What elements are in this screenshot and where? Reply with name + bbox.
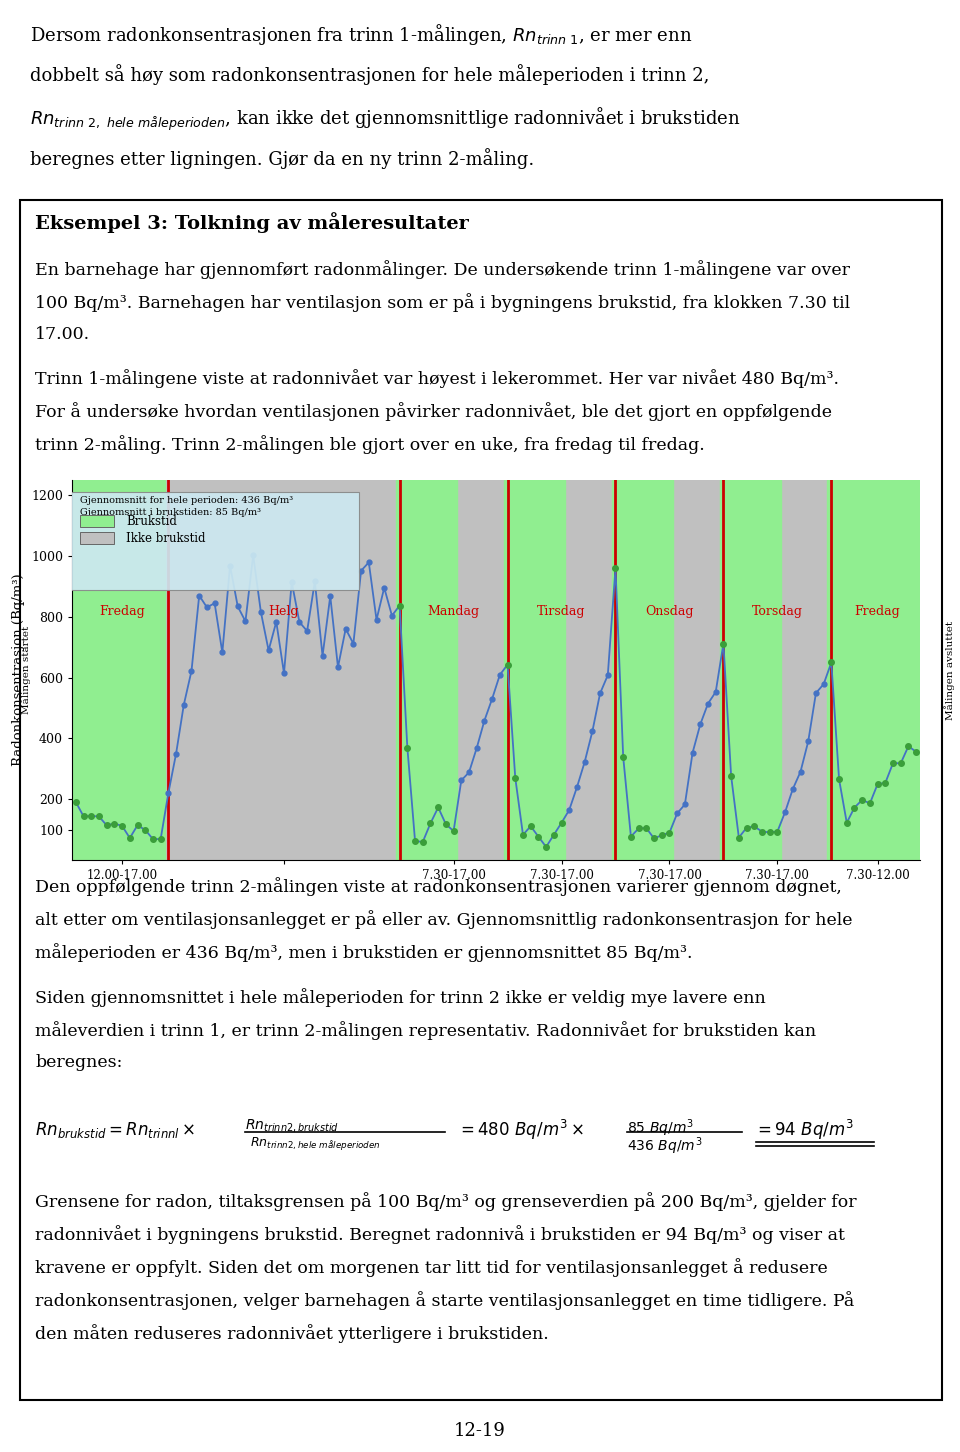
- Text: For å undersøke hvordan ventilasjonen påvirker radonnivået, ble det gjort en opp: For å undersøke hvordan ventilasjonen på…: [35, 402, 832, 421]
- Text: Fredag: Fredag: [854, 604, 900, 617]
- Text: dobbelt så høy som radonkonsentrasjonen for hele måleperioden i trinn 2,: dobbelt så høy som radonkonsentrasjonen …: [30, 64, 709, 86]
- Text: En barnehage har gjennomført radonmålinger. De undersøkende trinn 1-målingene va: En barnehage har gjennomført radonmåling…: [35, 260, 850, 279]
- Bar: [828, 481, 920, 860]
- Bar: [504, 481, 565, 860]
- Bar: [396, 481, 458, 860]
- Text: alt etter om ventilasjonsanlegget er på eller av. Gjennomsnittlig radonkonsentra: alt etter om ventilasjonsanlegget er på …: [35, 910, 852, 929]
- Text: $Rn_{trinn2,hele\ m\aa leperioden}$: $Rn_{trinn2,hele\ m\aa leperioden}$: [250, 1135, 381, 1151]
- Text: Tirsdag: Tirsdag: [538, 604, 586, 617]
- Text: $= 480\ Bq/m^3 \times$: $= 480\ Bq/m^3 \times$: [457, 1118, 584, 1143]
- Text: Målingen startet: Målingen startet: [20, 626, 31, 714]
- Bar: [72, 481, 164, 860]
- Text: Fredag: Fredag: [99, 604, 145, 617]
- Text: radonkonsentrasjonen, velger barnehagen å starte ventilasjonsanlegget en time ti: radonkonsentrasjonen, velger barnehagen …: [35, 1291, 854, 1310]
- Text: måleverdien i trinn 1, er trinn 2-målingen representativ. Radonnivået for brukst: måleverdien i trinn 1, er trinn 2-måling…: [35, 1021, 816, 1040]
- Text: måleperioden er 436 Bq/m³, men i brukstiden er gjennomsnittet 85 Bq/m³.: måleperioden er 436 Bq/m³, men i bruksti…: [35, 942, 692, 961]
- Text: Trinn 1-målingene viste at radonnivået var høyest i lekerommet. Her var nivået 4: Trinn 1-målingene viste at radonnivået v…: [35, 369, 839, 388]
- Text: den måten reduseres radonnivået ytterligere i brukstiden.: den måten reduseres radonnivået ytterlig…: [35, 1324, 549, 1343]
- Text: Brukstid: Brukstid: [126, 514, 177, 527]
- FancyBboxPatch shape: [80, 515, 114, 527]
- FancyBboxPatch shape: [66, 492, 359, 590]
- Text: Grensene for radon, tiltaksgrensen på 100 Bq/m³ og grenseverdien på 200 Bq/m³, g: Grensene for radon, tiltaksgrensen på 10…: [35, 1192, 856, 1211]
- Text: 100 Bq/m³. Barnehagen har ventilasjon som er på i bygningens brukstid, fra klokk: 100 Bq/m³. Barnehagen har ventilasjon so…: [35, 293, 851, 312]
- Text: Eksempel 3: Tolkning av måleresultater: Eksempel 3: Tolkning av måleresultater: [35, 212, 468, 232]
- Text: Dersom radonkonsentrasjonen fra trinn 1-målingen, $Rn_{trinn\ 1}$, er mer enn: Dersom radonkonsentrasjonen fra trinn 1-…: [30, 22, 692, 46]
- Text: $Rn_{trinn2,brukstid}$: $Rn_{trinn2,brukstid}$: [245, 1117, 339, 1134]
- Text: beregnes:: beregnes:: [35, 1054, 122, 1072]
- Text: $= 94\ Bq/m^3$: $= 94\ Bq/m^3$: [754, 1118, 854, 1143]
- Text: Onsdag: Onsdag: [645, 604, 694, 617]
- Text: 17.00.: 17.00.: [35, 327, 90, 343]
- Text: Ikke brukstid: Ikke brukstid: [126, 531, 205, 544]
- Bar: [720, 481, 781, 860]
- Text: $436\ Bq/m^3$: $436\ Bq/m^3$: [627, 1135, 703, 1157]
- Bar: [612, 481, 673, 860]
- Text: trinn 2-måling. Trinn 2-målingen ble gjort over en uke, fra fredag til fredag.: trinn 2-måling. Trinn 2-målingen ble gjo…: [35, 436, 705, 454]
- FancyBboxPatch shape: [80, 533, 114, 544]
- Text: Siden gjennomsnittet i hele måleperioden for trinn 2 ikke er veldig mye lavere e: Siden gjennomsnittet i hele måleperioden…: [35, 987, 766, 1006]
- Text: 12-19: 12-19: [454, 1422, 506, 1440]
- Text: Målingen avsluttet: Målingen avsluttet: [945, 620, 955, 720]
- Text: beregnes etter ligningen. Gjør da en ny trinn 2-måling.: beregnes etter ligningen. Gjør da en ny …: [30, 148, 535, 168]
- Text: $85\ Bq/m^3$: $85\ Bq/m^3$: [627, 1117, 694, 1138]
- Text: $Rn_{trinn\ 2,\ hele\ måleperioden}$, kan ikke det gjennomsnittlige radonnivået : $Rn_{trinn\ 2,\ hele\ måleperioden}$, ka…: [30, 106, 740, 134]
- FancyBboxPatch shape: [20, 200, 942, 1400]
- Text: kravene er oppfylt. Siden det om morgenen tar litt tid for ventilasjonsanlegget : kravene er oppfylt. Siden det om morgene…: [35, 1257, 828, 1276]
- Text: Helg: Helg: [269, 604, 300, 617]
- Text: Den oppfølgende trinn 2-målingen viste at radonkonsentrasjonen varierer gjennom : Den oppfølgende trinn 2-målingen viste a…: [35, 877, 842, 896]
- Text: Gjennomsnitt for hele perioden: 436 Bq/m³: Gjennomsnitt for hele perioden: 436 Bq/m…: [80, 497, 293, 505]
- Text: Torsdag: Torsdag: [752, 604, 803, 617]
- Text: Mandag: Mandag: [427, 604, 480, 617]
- Y-axis label: Radonkonsentrasjon (Bq/m³): Radonkonsentrasjon (Bq/m³): [12, 574, 25, 767]
- Text: $Rn_{brukstid} = Rn_{trinnl} \times$: $Rn_{brukstid} = Rn_{trinnl} \times$: [35, 1119, 196, 1140]
- Text: radonnivået i bygningens brukstid. Beregnet radonnivå i brukstiden er 94 Bq/m³ o: radonnivået i bygningens brukstid. Bereg…: [35, 1225, 845, 1244]
- Text: Gjennomsnitt i brukstiden: 85 Bq/m³: Gjennomsnitt i brukstiden: 85 Bq/m³: [80, 508, 261, 517]
